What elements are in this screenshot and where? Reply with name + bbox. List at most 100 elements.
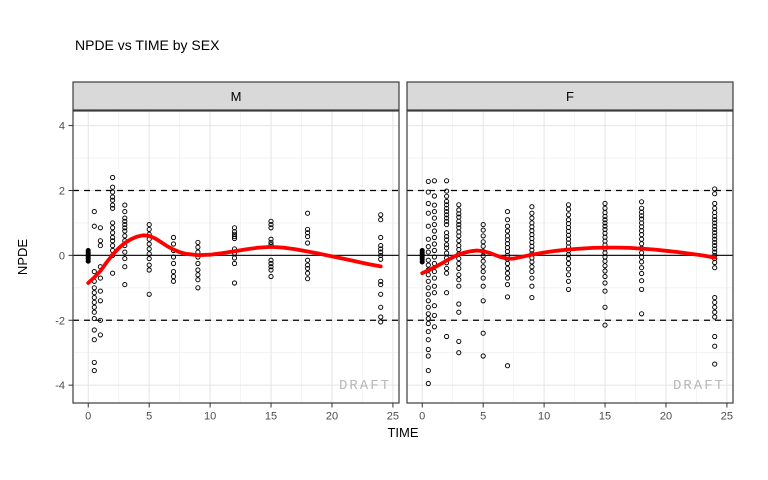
data-point	[425, 278, 431, 284]
data-point	[122, 233, 128, 239]
data-point	[565, 272, 572, 278]
data-point	[712, 236, 718, 242]
data-point	[110, 194, 116, 200]
data-point	[444, 193, 450, 199]
facet-strip-label: M	[231, 89, 242, 104]
data-point	[712, 200, 718, 207]
data-point	[480, 353, 486, 359]
data-point	[305, 262, 311, 268]
data-point	[425, 311, 431, 317]
data-point	[444, 218, 450, 224]
data-point	[565, 266, 572, 272]
data-point	[268, 222, 274, 228]
data-point	[712, 299, 718, 305]
data-point	[712, 361, 718, 367]
data-point	[456, 233, 462, 239]
data-point	[268, 273, 274, 280]
baseline-data-point	[419, 259, 425, 265]
data-point	[378, 217, 384, 223]
data-point	[712, 217, 718, 223]
facet-strip	[72, 81, 400, 111]
data-point	[602, 280, 608, 286]
data-point	[91, 209, 97, 215]
data-point	[529, 269, 535, 275]
data-point	[122, 282, 128, 288]
data-point	[480, 264, 486, 270]
data-point	[602, 268, 608, 274]
data-point	[110, 225, 116, 231]
data-point	[305, 226, 311, 232]
x-axis-tick-label: 5	[146, 411, 152, 423]
data-point	[504, 217, 511, 223]
data-point	[91, 223, 97, 229]
data-point	[378, 243, 384, 249]
data-point	[170, 273, 177, 280]
data-point	[170, 269, 177, 275]
data-point	[305, 270, 311, 276]
data-point	[170, 241, 177, 247]
data-point	[431, 215, 437, 221]
data-point	[146, 262, 152, 268]
data-point	[444, 205, 450, 211]
data-point	[425, 210, 431, 216]
data-point	[425, 178, 431, 184]
data-point	[565, 256, 572, 262]
data-point	[639, 209, 645, 215]
data-point	[195, 244, 201, 250]
data-point	[712, 230, 718, 236]
x-axis-tick-label: 20	[326, 411, 338, 423]
data-point	[456, 260, 462, 267]
data-point	[712, 249, 718, 255]
data-point	[91, 285, 97, 291]
data-point	[639, 213, 645, 219]
data-point	[268, 257, 274, 263]
data-point	[504, 282, 511, 288]
plot-title: NPDE vs TIME by SEX	[75, 37, 220, 53]
data-point	[170, 278, 177, 284]
data-point	[170, 260, 177, 267]
data-point	[146, 222, 152, 228]
data-point	[268, 236, 274, 242]
data-point	[565, 206, 572, 212]
data-point	[529, 210, 535, 216]
data-point	[146, 246, 152, 252]
data-point	[195, 277, 201, 283]
data-point	[712, 243, 718, 249]
data-point	[97, 225, 103, 231]
data-point	[480, 233, 486, 239]
data-point	[602, 223, 608, 229]
data-point	[444, 212, 450, 218]
data-point	[146, 226, 152, 232]
data-point	[431, 193, 437, 199]
data-point	[444, 237, 450, 243]
data-point	[444, 198, 450, 205]
data-point	[425, 189, 431, 195]
data-point	[431, 254, 437, 260]
data-point	[122, 222, 128, 228]
data-point	[425, 244, 431, 250]
data-point	[712, 259, 718, 266]
data-point	[425, 200, 431, 207]
data-point	[122, 225, 128, 231]
data-point	[712, 239, 718, 245]
data-point	[431, 303, 437, 309]
data-point	[431, 283, 437, 289]
data-point	[444, 242, 450, 248]
data-point	[456, 272, 462, 278]
data-point	[712, 191, 718, 197]
data-point	[639, 311, 645, 317]
data-point	[91, 290, 97, 296]
data-point	[639, 278, 645, 284]
data-point	[378, 212, 384, 218]
y-axis: -4 -2 0 2 4	[55, 121, 73, 392]
data-point	[431, 247, 437, 254]
data-point	[529, 264, 535, 270]
data-point	[268, 218, 274, 224]
data-point	[480, 283, 486, 289]
data-point	[712, 343, 718, 349]
x-axis-tick-label: 20	[660, 411, 672, 423]
data-point	[231, 260, 238, 267]
data-point	[712, 233, 718, 239]
